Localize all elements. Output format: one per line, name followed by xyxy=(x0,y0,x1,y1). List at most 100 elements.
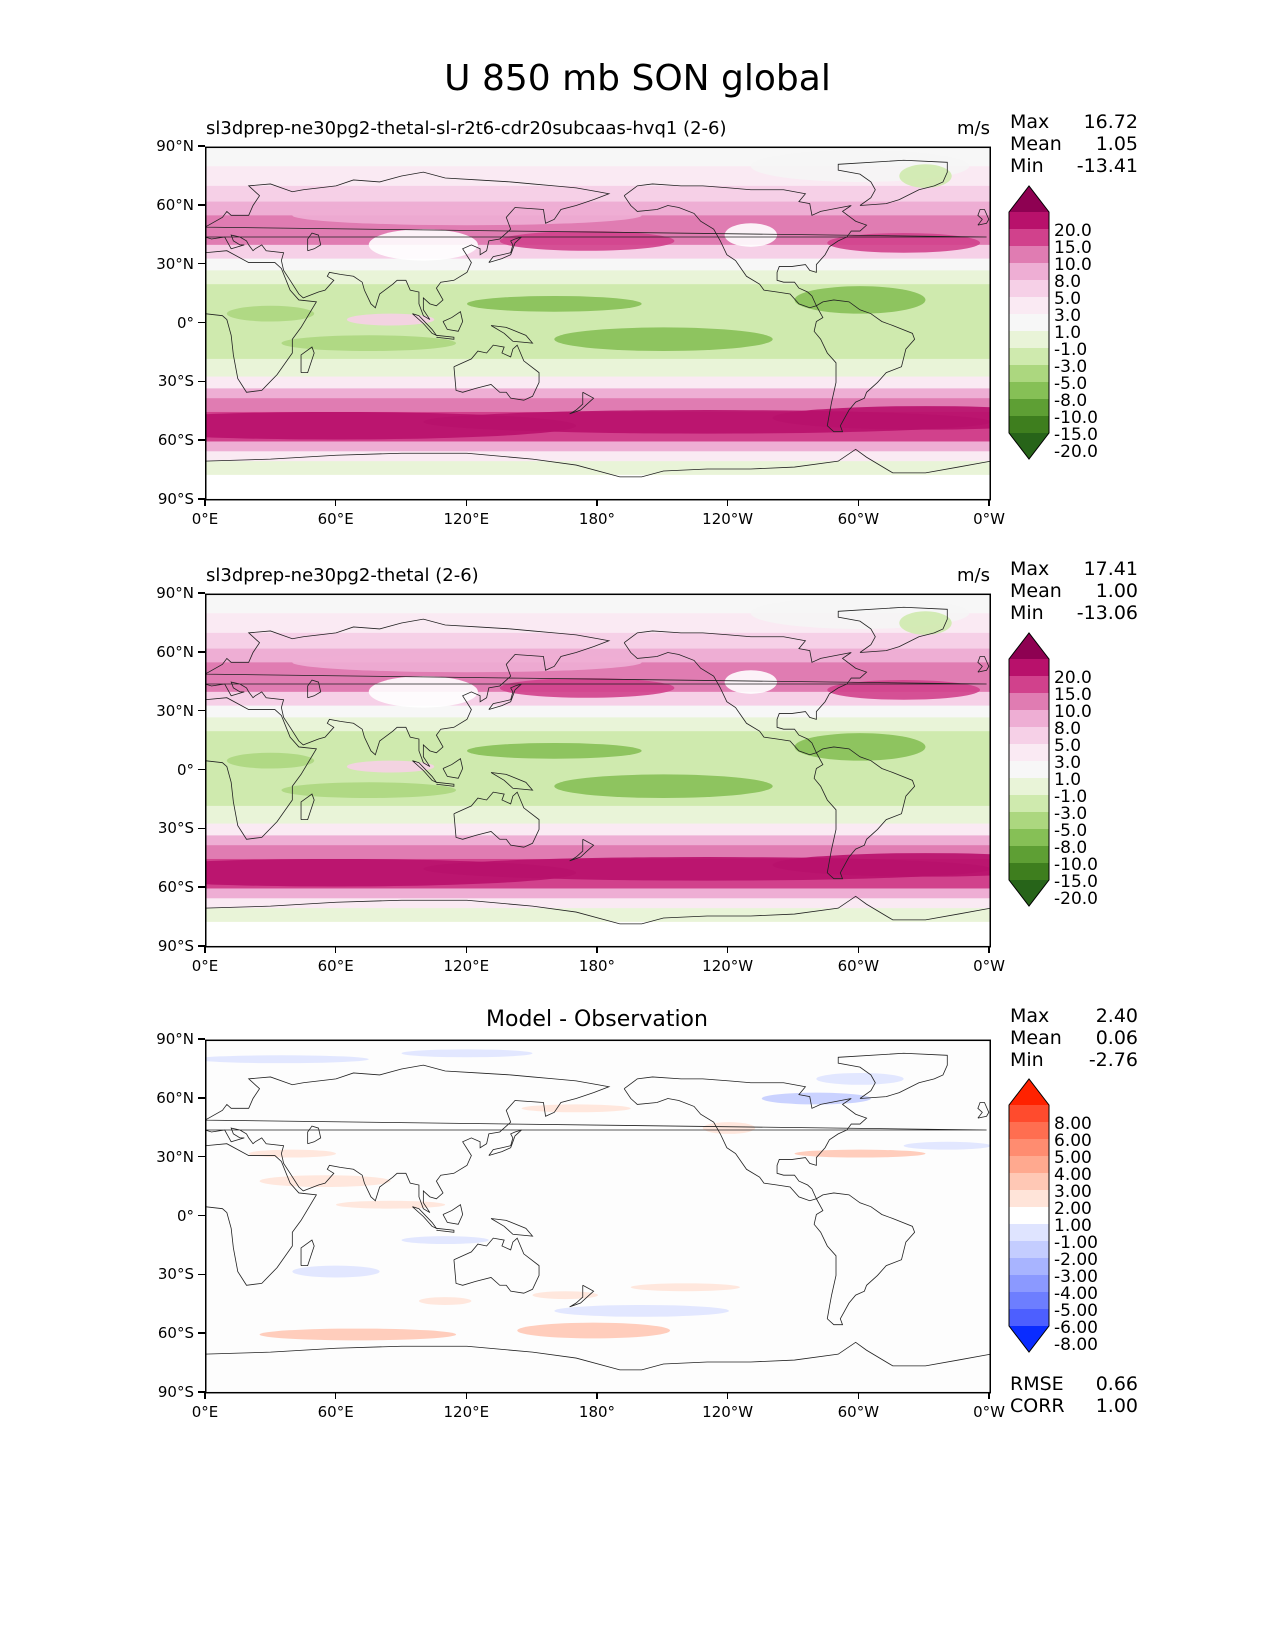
coastline xyxy=(453,1237,540,1294)
coastline xyxy=(205,618,987,767)
coastline xyxy=(436,1227,455,1233)
y-tick-label: 90°N xyxy=(156,584,194,602)
panel3-title: Model - Observation xyxy=(486,1007,708,1032)
panel2-units: m/s xyxy=(957,565,990,586)
coastlines xyxy=(205,1052,991,1371)
y-tick xyxy=(198,145,205,147)
contour-blob xyxy=(346,760,435,773)
stat-min-label: Min xyxy=(1010,602,1044,624)
map-plot-area xyxy=(205,1039,991,1394)
contour-blob xyxy=(702,1122,756,1134)
x-tick-label: 120°W xyxy=(702,1403,754,1421)
colorbar-level-label: -15.0 xyxy=(1054,425,1098,445)
y-tick xyxy=(198,1097,205,1099)
x-tick-label: 0°W xyxy=(973,1403,1005,1421)
colorbar-level-label: -1.00 xyxy=(1054,1233,1098,1253)
colorbar-level-label: 20.0 xyxy=(1054,668,1092,688)
contour-blob xyxy=(554,327,773,352)
colorbar-level-label: -8.0 xyxy=(1054,391,1088,411)
contour-blob xyxy=(899,164,952,188)
colorbar-swatch xyxy=(1009,1139,1049,1157)
map-plot-area xyxy=(205,593,991,948)
rmse-label: RMSE xyxy=(1010,1373,1064,1395)
colorbar-swatch xyxy=(1009,1122,1049,1140)
map-frame xyxy=(205,593,991,948)
colorbar-level-label: -8.00 xyxy=(1054,1335,1098,1355)
contour-blob xyxy=(724,223,778,247)
y-tick-label: 60°S xyxy=(157,1324,194,1343)
stat-mean: 1.05 xyxy=(1095,133,1138,155)
colorbar-level-label: -15.0 xyxy=(1054,872,1098,892)
colorbar-swatch xyxy=(1009,280,1049,298)
colorbar-outline xyxy=(1008,632,1050,907)
x-tick-label: 180° xyxy=(578,1403,616,1421)
colorbar-swatch xyxy=(1009,1224,1049,1242)
contour-band xyxy=(205,632,991,650)
x-tick-label: 60°E xyxy=(317,510,354,528)
x-tick xyxy=(988,1392,990,1399)
x-tick-label: 60°E xyxy=(317,957,354,975)
colorbar-swatch xyxy=(1009,1156,1049,1174)
contour-band xyxy=(205,441,991,452)
x-tick xyxy=(204,499,206,506)
colorbar-swatch xyxy=(1009,229,1049,247)
y-tick xyxy=(198,945,205,947)
colorbar-swatch xyxy=(1009,795,1049,813)
colorbar-level-label: 1.0 xyxy=(1054,770,1082,790)
contour-blob xyxy=(467,742,642,759)
colorbar-swatches xyxy=(1008,1078,1050,1353)
coastline xyxy=(837,606,948,653)
coastlines xyxy=(205,606,991,925)
colorbar-level-label: 15.0 xyxy=(1054,238,1092,258)
colorbar-level-label: 5.0 xyxy=(1054,736,1082,756)
colorbar-level-label: -20.0 xyxy=(1054,442,1098,462)
colorbar-level-label: -1.0 xyxy=(1054,340,1088,360)
y-tick xyxy=(198,886,205,888)
contour-blob xyxy=(292,205,642,226)
contour-blob xyxy=(827,233,981,253)
colorbar-swatch xyxy=(1009,382,1049,400)
colorbar-level-label: 10.0 xyxy=(1054,255,1092,275)
x-tick xyxy=(726,946,729,953)
coastline xyxy=(488,683,522,710)
x-tick-label: 120°W xyxy=(702,957,754,975)
contour-blob xyxy=(336,1200,446,1209)
contour-blob xyxy=(467,295,642,312)
coastline xyxy=(436,781,455,787)
x-tick xyxy=(596,499,598,506)
y-tick xyxy=(198,651,205,653)
contour-blob xyxy=(259,1328,457,1341)
colorbar-level-label: 3.0 xyxy=(1054,753,1082,773)
colorbar-swatch xyxy=(1009,331,1049,349)
y-tick-label: 90°S xyxy=(157,1383,194,1401)
colorbar-level-label: 5.00 xyxy=(1054,1148,1092,1168)
colorbar-level-label: -20.0 xyxy=(1054,889,1098,909)
corr-label: CORR xyxy=(1010,1395,1065,1417)
colorbar-swatch xyxy=(1009,693,1049,711)
coastline xyxy=(205,171,987,320)
x-tick xyxy=(988,499,990,506)
colorbar-level-label: 3.00 xyxy=(1054,1182,1092,1202)
colorbar-swatch xyxy=(1009,863,1049,881)
contour-blob xyxy=(281,335,457,352)
rmse-value: 0.66 xyxy=(1095,1373,1138,1395)
coastline xyxy=(300,793,315,821)
contour-blob xyxy=(517,1322,671,1339)
colorbar-extend-bottom xyxy=(1009,433,1049,459)
colorbar-level-label: 8.0 xyxy=(1054,272,1082,292)
x-tick-label: 120°W xyxy=(702,510,754,528)
contour-band xyxy=(205,376,991,389)
contour-blob xyxy=(281,782,457,799)
stat-mean-label: Mean xyxy=(1010,580,1062,602)
x-tick-label: 120°E xyxy=(443,1403,490,1421)
colorbar-swatch xyxy=(1009,1190,1049,1208)
contour-blob xyxy=(724,670,778,694)
y-tick xyxy=(198,498,205,500)
colorbar-swatch xyxy=(1009,348,1049,366)
colorbar-swatches xyxy=(1008,185,1050,460)
x-tick xyxy=(465,946,468,953)
colorbar-swatch xyxy=(1009,297,1049,315)
coastline xyxy=(837,159,948,206)
x-tick-label: 0°W xyxy=(973,957,1005,975)
y-tick xyxy=(198,1332,205,1334)
